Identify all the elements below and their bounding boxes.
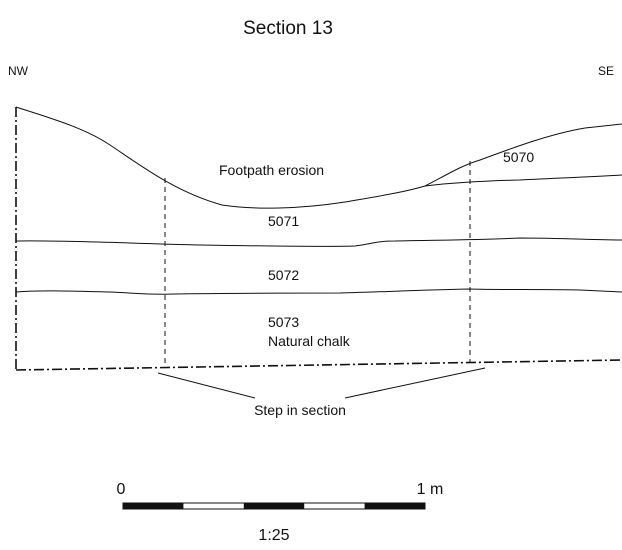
leader-left: [157, 372, 256, 399]
scale-bar-segments: [123, 503, 425, 509]
scale-bar: 0 1 m 1:25: [117, 481, 444, 544]
annotation-leaders: [157, 367, 486, 399]
layer-label-natural-chalk: Natural chalk: [268, 333, 351, 349]
scale-ratio-label: 1:25: [258, 527, 289, 544]
scale-bar-segment: [243, 503, 305, 509]
step-lines: [164, 161, 471, 366]
layer-5070-boundary: [424, 174, 622, 187]
ground-surface-line: [15, 106, 622, 209]
layer-label-5070: 5070: [503, 149, 534, 165]
layer-5072-boundary: [15, 288, 622, 295]
section-frame: [15, 107, 622, 371]
drawing-title: Section 13: [243, 18, 333, 39]
orientation-right-label: SE: [598, 64, 614, 78]
scale-end-label: 1 m: [417, 481, 444, 498]
frame-bottom-edge: [15, 359, 622, 371]
leader-right: [344, 367, 486, 399]
layer-label-5071: 5071: [268, 213, 299, 229]
scale-bar-segment: [364, 503, 425, 509]
layer-label-5072: 5072: [268, 267, 299, 283]
orientation-left-label: NW: [8, 64, 29, 78]
layer-label-footpath: Footpath erosion: [219, 162, 324, 178]
scale-start-label: 0: [117, 481, 126, 498]
layer-label-5073: 5073: [268, 314, 299, 330]
step-annotation: Step in section: [254, 402, 346, 418]
layer-5071-boundary: [15, 237, 622, 247]
scale-bar-segment: [123, 503, 184, 509]
